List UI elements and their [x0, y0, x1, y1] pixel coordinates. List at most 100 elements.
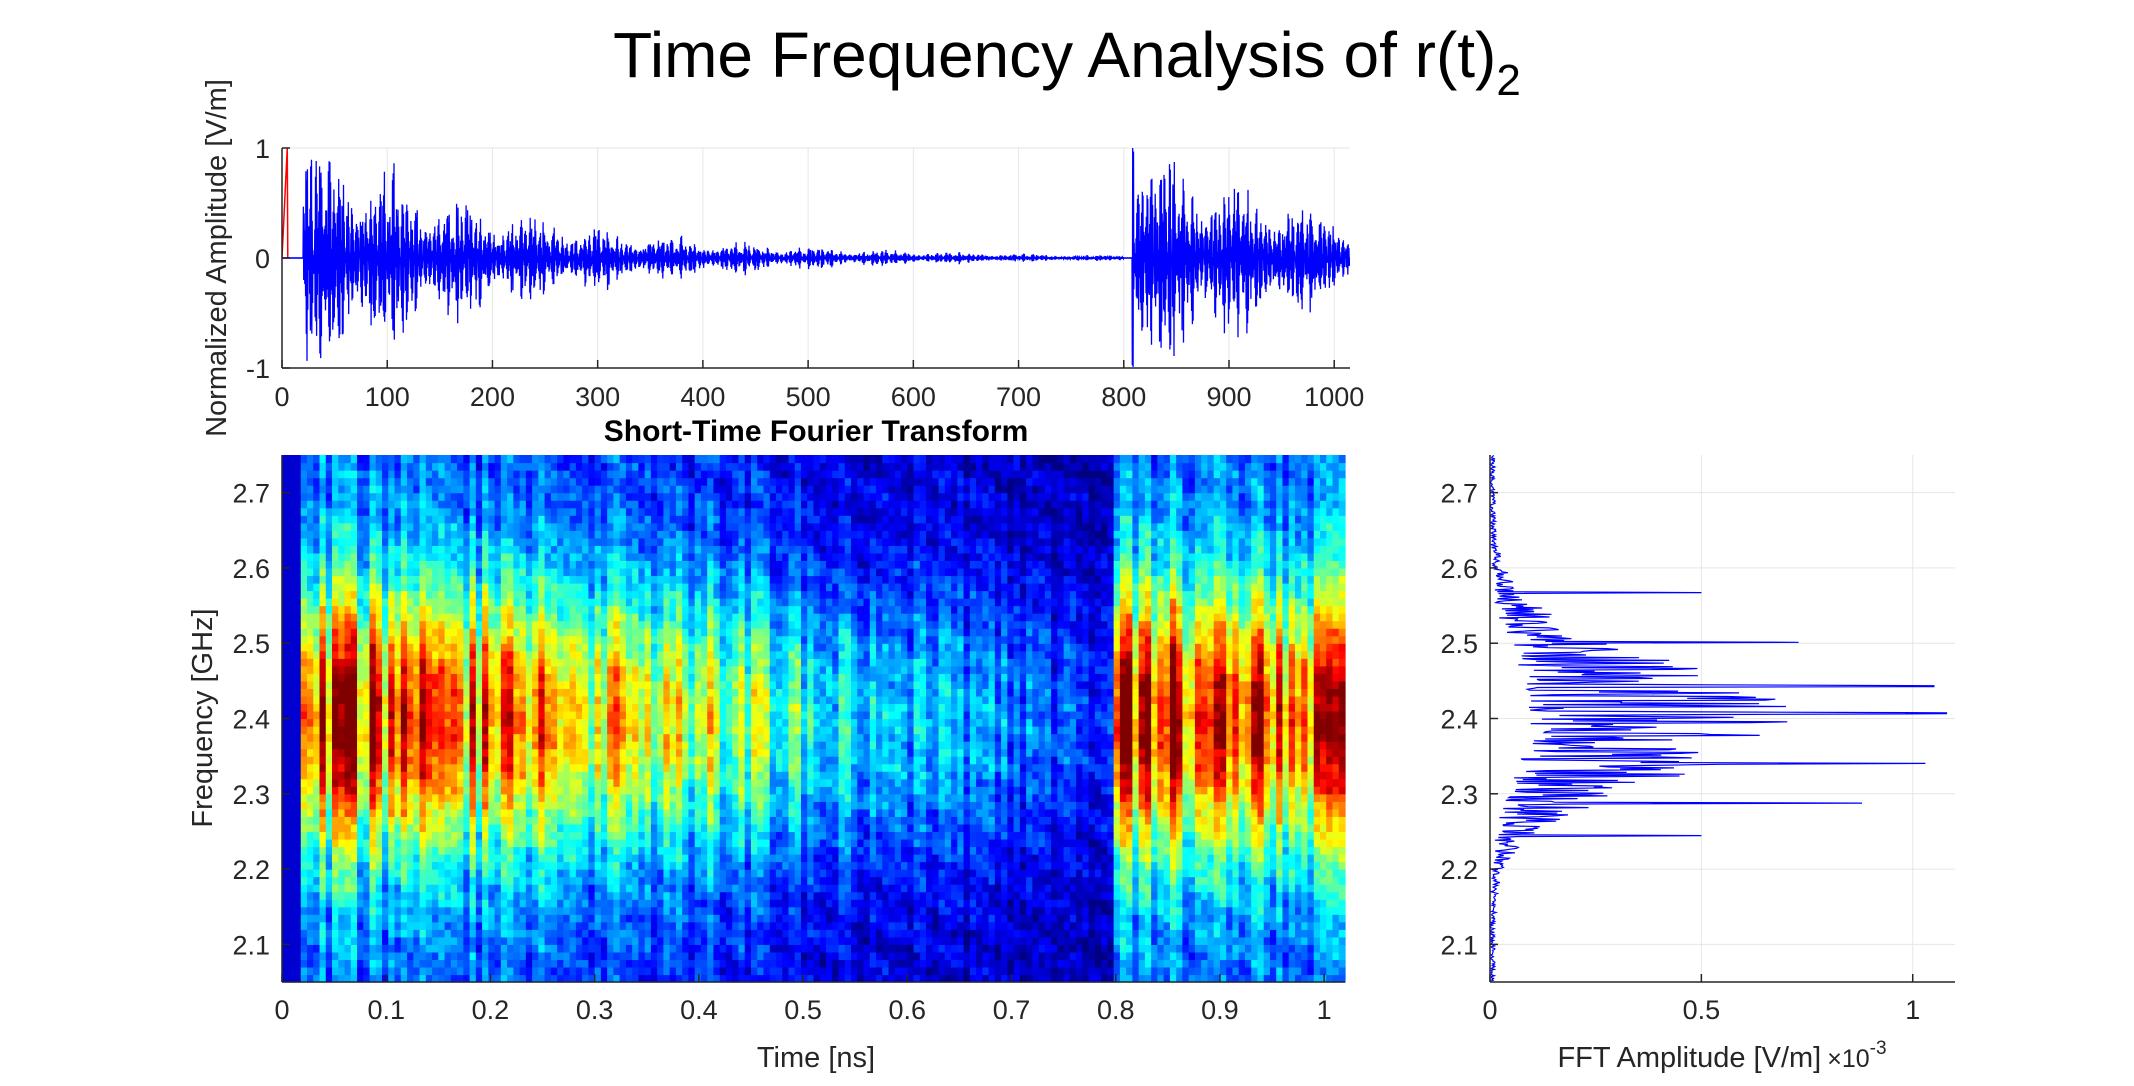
stft-cell: [457, 560, 464, 569]
stft-cell: [482, 590, 489, 599]
stft-cell: [569, 793, 577, 802]
stft-cell: [519, 718, 527, 727]
stft-cell: [432, 485, 439, 494]
stft-cell: [707, 658, 715, 667]
stft-cell: [619, 710, 627, 720]
stft-cell: [350, 575, 358, 584]
stft-cell: [357, 462, 364, 471]
stft-cell: [557, 771, 564, 780]
stft-cell: [300, 854, 308, 863]
stft-cell: [357, 658, 364, 667]
stft-cell: [650, 929, 658, 938]
stft-cell: [650, 477, 658, 486]
stft-cell: [438, 959, 446, 968]
stft-cell: [525, 914, 533, 923]
stft-cell: [582, 598, 589, 607]
stft-cell: [538, 665, 546, 674]
stft-cell: [538, 703, 546, 712]
stft-cell: [700, 613, 708, 622]
stft-cell: [682, 470, 690, 479]
stft-cell: [557, 823, 564, 833]
stft-cell: [344, 658, 352, 667]
stft-cell: [675, 748, 683, 757]
stft-cell: [463, 823, 471, 833]
stft-cell: [369, 921, 377, 930]
stft-cell: [494, 613, 502, 622]
stft-cell: [582, 951, 589, 961]
stft-cell: [469, 838, 477, 848]
stft-cell: [325, 854, 333, 863]
stft-cell: [500, 613, 508, 622]
stft-cell: [400, 567, 408, 577]
stft-cell: [507, 643, 514, 652]
stft-cell: [332, 643, 339, 652]
stft-cell: [332, 929, 339, 938]
stft-cell: [507, 846, 514, 855]
stft-cell: [588, 884, 596, 893]
stft-cell: [469, 530, 477, 539]
stft-cell: [463, 929, 471, 938]
stft-cell: [600, 567, 608, 577]
stft-cell: [432, 846, 439, 855]
stft-cell: [363, 695, 371, 705]
stft-cell: [675, 959, 683, 968]
stft-cell: [588, 854, 596, 863]
stft-cell: [650, 951, 658, 961]
stft-cell: [438, 763, 446, 772]
stft-cell: [525, 455, 533, 464]
stft-cell: [600, 545, 608, 554]
stft-cell: [588, 793, 596, 802]
stft-cell: [538, 515, 546, 524]
stft-cell: [694, 778, 702, 787]
stft-cell: [425, 537, 433, 546]
stft-cell: [482, 613, 489, 622]
stft-cell: [357, 537, 364, 546]
stft-cell: [588, 650, 596, 659]
stft-cell: [413, 500, 421, 509]
stft-cell: [419, 884, 427, 893]
stft-cell: [663, 695, 671, 705]
stft-cell: [344, 726, 352, 735]
stft-cell: [600, 914, 608, 923]
stft-cell: [332, 936, 339, 945]
stft-cell: [419, 846, 427, 855]
stft-cell: [638, 665, 646, 674]
stft-cell: [513, 944, 521, 953]
stft-cell: [338, 763, 346, 772]
stft-cell: [425, 921, 433, 930]
stft-cell: [469, 733, 477, 742]
stft-cell: [713, 876, 721, 885]
stft-cell: [582, 590, 589, 599]
stft-cell: [369, 763, 377, 772]
stft-cell: [425, 492, 433, 501]
stft-cell: [332, 665, 339, 674]
stft-cell: [544, 861, 552, 870]
stft-cell: [369, 808, 377, 817]
stft-cell: [644, 718, 652, 727]
stft-cell: [525, 710, 533, 720]
stft-cell: [494, 695, 502, 705]
stft-cell: [388, 567, 396, 577]
stft-cell: [338, 515, 346, 524]
stft-cell: [325, 477, 333, 486]
stft-cell: [625, 951, 633, 961]
stft-cell: [294, 906, 302, 915]
stft-cell: [444, 718, 452, 727]
stft-cell: [607, 710, 614, 720]
stft-cell: [563, 861, 571, 870]
stft-cell: [675, 613, 683, 622]
stft-cell: [544, 966, 552, 976]
stft-cell: [594, 470, 602, 479]
stft-cell: [432, 726, 439, 735]
stft-cell: [675, 861, 683, 870]
stft-cell: [638, 658, 646, 667]
stft-cell: [507, 582, 514, 592]
stft-cell: [369, 778, 377, 787]
stft-cell: [350, 756, 358, 765]
stft-cell: [488, 635, 496, 644]
stft-cell: [563, 695, 571, 705]
stft-cell: [513, 929, 521, 938]
stft-cell: [613, 507, 621, 516]
stft-cell: [463, 492, 471, 501]
stft-cell: [388, 673, 396, 682]
